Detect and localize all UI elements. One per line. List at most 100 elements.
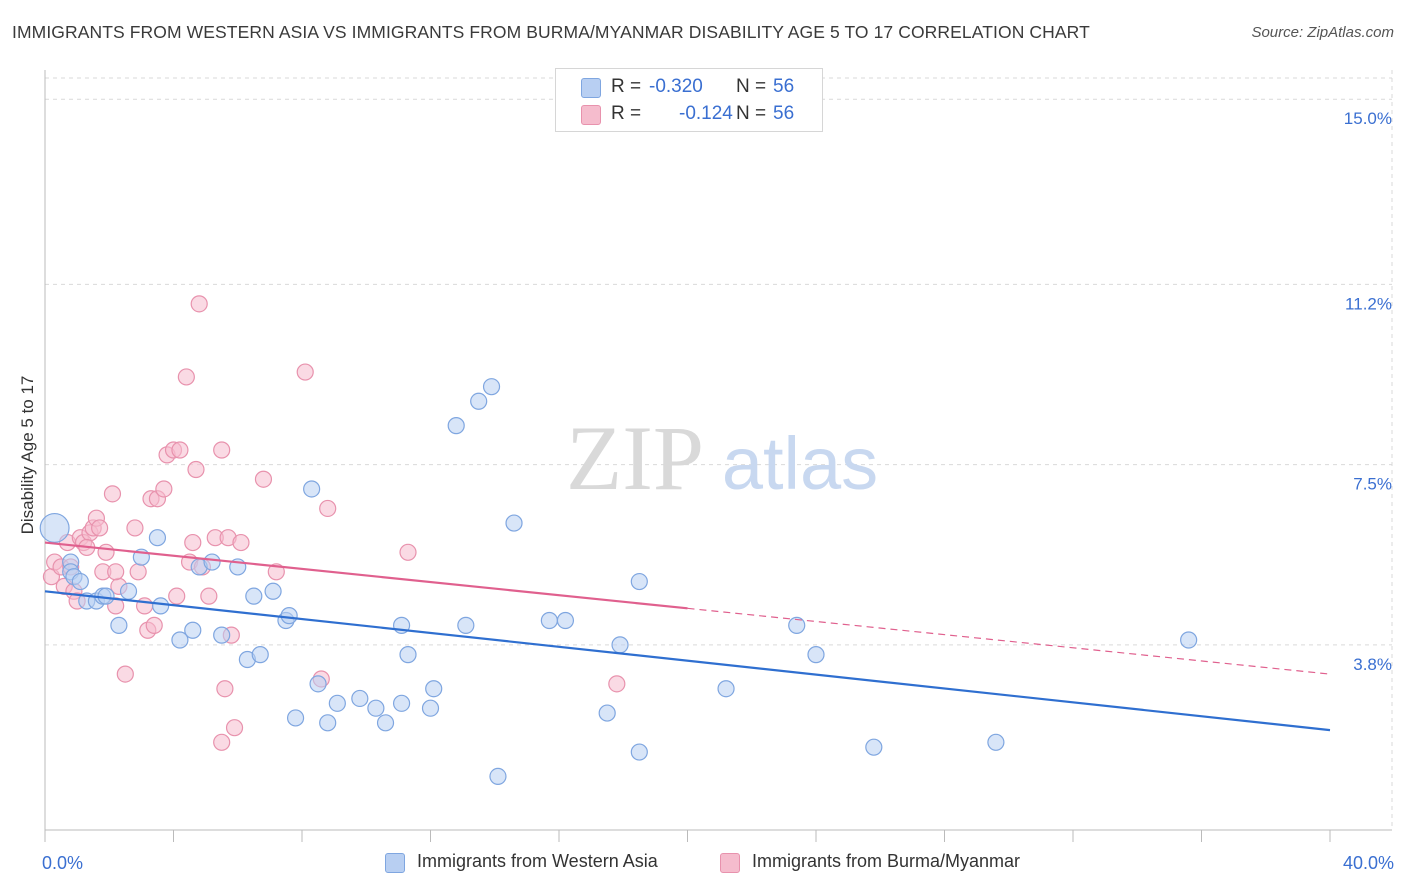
y-axis-title: Disability Age 5 to 17	[18, 375, 37, 535]
western-asia-point	[630, 572, 648, 591]
gridlines	[45, 70, 1393, 830]
western-asia-point	[376, 714, 395, 732]
watermark-zip: ZIP	[566, 407, 704, 509]
trendlines	[44, 541, 1331, 732]
burma-trendline	[44, 541, 688, 610]
western-asia-point	[203, 553, 221, 571]
western-asia-point	[39, 512, 70, 543]
legend-n-label: N =	[736, 76, 767, 97]
axes	[44, 70, 1392, 842]
burma-point	[232, 533, 250, 552]
western-asia-point	[71, 572, 89, 591]
western-asia-point	[286, 709, 305, 727]
western-asia-point	[457, 616, 475, 634]
western-asia-point	[171, 631, 189, 649]
burma-point	[399, 543, 417, 561]
western-asia-point	[392, 694, 411, 712]
western-asia-point	[367, 699, 385, 717]
legend-n-value: 56	[773, 76, 795, 97]
legend-swatch-blue	[581, 78, 601, 98]
burma-point	[97, 543, 115, 561]
burma-trendline-extension	[687, 607, 1331, 675]
western-asia-point	[482, 378, 501, 396]
western-asia-point	[447, 417, 465, 435]
burma-point	[200, 587, 218, 605]
burma-point	[190, 295, 208, 313]
western-asia-point	[865, 738, 883, 756]
western-asia-trendline	[44, 590, 1331, 732]
burma-points	[42, 295, 626, 751]
western-asia-point	[630, 743, 648, 761]
x-tick-label-min: 0.0%	[42, 853, 84, 873]
western-asia-point	[328, 694, 346, 712]
western-asia-point	[213, 626, 231, 644]
y-tick-labels: 3.8% 7.5% 11.2% 15.0%	[1344, 109, 1392, 674]
burma-point	[254, 470, 273, 488]
burma-point	[216, 680, 234, 698]
western-asia-point	[148, 529, 167, 547]
western-asia-point	[505, 514, 523, 532]
legend-n-label: N =	[736, 103, 767, 124]
burma-point	[225, 719, 244, 737]
legend-r-value: -0.124	[679, 103, 733, 124]
western-asia-point	[303, 480, 321, 498]
bottom-legend-label: Immigrants from Burma/Myanmar	[752, 851, 1021, 871]
western-asia-point	[987, 733, 1005, 751]
western-asia-point	[152, 597, 170, 615]
burma-point	[608, 675, 626, 693]
western-asia-point	[110, 616, 128, 634]
chart-title: IMMIGRANTS FROM WESTERN ASIA VS IMMIGRAN…	[12, 22, 1090, 42]
western-asia-point	[399, 646, 417, 664]
burma-point	[103, 485, 122, 503]
burma-point	[107, 563, 125, 581]
x-tick-label-max: 40.0%	[1342, 853, 1394, 873]
burma-point	[168, 587, 186, 605]
western-asia-point	[264, 582, 282, 600]
burma-point	[126, 519, 144, 537]
y-tick-label: 15.0%	[1344, 109, 1392, 128]
legend-n-value: 56	[773, 103, 795, 124]
western-asia-point	[807, 646, 825, 664]
burma-point	[129, 563, 147, 581]
western-asia-point	[251, 646, 269, 664]
burma-point	[171, 441, 189, 459]
western-asia-point	[309, 675, 327, 693]
burma-point	[319, 499, 337, 518]
burma-point	[116, 665, 134, 683]
western-asia-point	[556, 611, 575, 630]
burma-point	[145, 616, 163, 634]
western-asia-point	[184, 621, 202, 639]
burma-point	[184, 533, 202, 552]
western-asia-point	[788, 616, 806, 634]
burma-point	[155, 480, 173, 498]
western-asia-point	[421, 699, 440, 717]
western-asia-point	[97, 587, 115, 605]
source-credit: Source: ZipAtlas.com	[1251, 24, 1394, 41]
western-asia-point	[245, 587, 263, 605]
western-asia-point	[280, 607, 298, 625]
western-asia-point	[319, 714, 337, 732]
bottom-legend-swatch-pink	[720, 853, 740, 873]
western-asia-point	[470, 392, 488, 410]
western-asia-point	[119, 582, 138, 600]
legend-r-label: R =	[611, 76, 642, 97]
burma-point	[177, 368, 195, 386]
western-asia-point	[351, 689, 369, 708]
correlation-legend: R = -0.320 N = 56 R = -0.124 N = 56	[555, 68, 823, 132]
burma-point	[91, 519, 109, 537]
y-tick-label: 3.8%	[1353, 655, 1392, 674]
legend-swatch-pink	[581, 105, 601, 125]
western-asia-point	[425, 680, 443, 698]
burma-point	[213, 441, 231, 459]
western-asia-points	[39, 378, 1198, 786]
western-asia-point	[1180, 631, 1198, 649]
burma-point	[187, 460, 205, 479]
y-tick-label: 7.5%	[1353, 475, 1392, 494]
western-asia-point	[611, 636, 629, 654]
western-asia-point	[598, 704, 616, 722]
western-asia-point	[489, 767, 507, 786]
y-tick-label: 11.2%	[1345, 294, 1392, 313]
burma-point	[267, 563, 285, 581]
burma-point	[296, 363, 314, 381]
bottom-legend-swatch-blue	[385, 853, 405, 873]
